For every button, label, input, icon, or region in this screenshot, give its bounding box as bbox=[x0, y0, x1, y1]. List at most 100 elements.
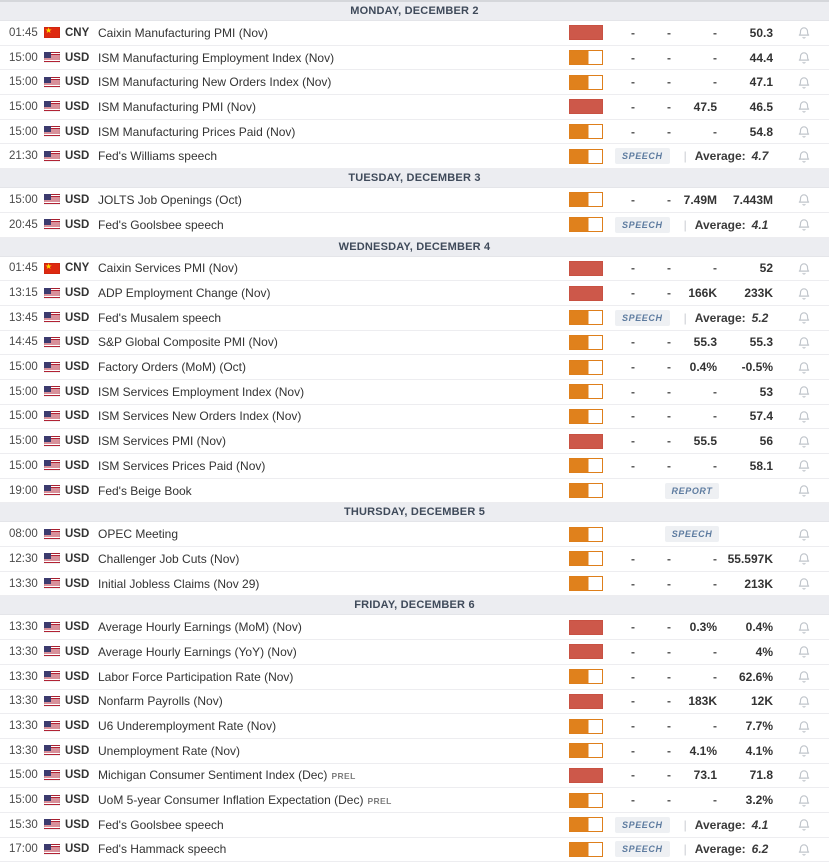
event-row[interactable]: 15:00 USD ISM Services New Orders Index (N… bbox=[0, 404, 829, 430]
event-row[interactable]: 13:30 USD Labor Force Participation Rate (… bbox=[0, 664, 829, 690]
notification-bell-button[interactable] bbox=[781, 99, 819, 114]
event-title[interactable]: Fed's Goolsbee speech bbox=[98, 218, 569, 232]
event-row[interactable]: 15:00 USD ISM Services Employment Index (N… bbox=[0, 379, 829, 405]
notification-bell-button[interactable] bbox=[781, 483, 819, 498]
event-title[interactable]: ISM Manufacturing Prices Paid (Nov) bbox=[98, 125, 569, 139]
notification-bell-button[interactable] bbox=[781, 620, 819, 635]
event-title[interactable]: Fed's Goolsbee speech bbox=[98, 818, 569, 832]
event-title[interactable]: ISM Services New Orders Index (Nov) bbox=[98, 409, 569, 423]
event-title[interactable]: ISM Manufacturing Employment Index (Nov) bbox=[98, 51, 569, 65]
event-title[interactable]: Challenger Job Cuts (Nov) bbox=[98, 552, 569, 566]
event-row[interactable]: 15:00 USD ISM Manufacturing Prices Paid (N… bbox=[0, 119, 829, 145]
notification-bell-button[interactable] bbox=[781, 793, 819, 808]
deviation-value: - bbox=[667, 743, 671, 758]
event-title[interactable]: S&P Global Composite PMI (Nov) bbox=[98, 335, 569, 349]
notification-bell-button[interactable] bbox=[781, 576, 819, 591]
previous-value: 44.4 bbox=[749, 50, 773, 65]
notification-bell-button[interactable] bbox=[781, 360, 819, 375]
event-title[interactable]: ISM Services PMI (Nov) bbox=[98, 434, 569, 448]
event-row[interactable]: 15:00 USD UoM 5-year Consumer Inflation Ex… bbox=[0, 788, 829, 813]
event-title[interactable]: ISM Manufacturing PMI (Nov) bbox=[98, 100, 569, 114]
event-title[interactable]: Caixin Services PMI (Nov) bbox=[98, 261, 569, 275]
event-row[interactable]: 15:00 USD JOLTS Job Openings (Oct) - -7.49M 7… bbox=[0, 188, 829, 213]
event-title[interactable]: Unemployment Rate (Nov) bbox=[98, 744, 569, 758]
notification-bell-button[interactable] bbox=[781, 817, 819, 832]
notification-bell-button[interactable] bbox=[781, 192, 819, 207]
notification-bell-button[interactable] bbox=[781, 842, 819, 857]
event-time-label: 13:30 bbox=[9, 744, 38, 757]
notification-bell-button[interactable] bbox=[781, 527, 819, 542]
event-title[interactable]: Fed's Beige Book bbox=[98, 484, 569, 498]
event-row[interactable]: 01:45CNYCaixin Manufacturing PMI (Nov)--… bbox=[0, 21, 829, 46]
notification-bell-button[interactable] bbox=[781, 409, 819, 424]
notification-bell-button[interactable] bbox=[781, 694, 819, 709]
notification-bell-button[interactable] bbox=[781, 50, 819, 65]
event-title[interactable]: Average Hourly Earnings (MoM) (Nov) bbox=[98, 620, 569, 634]
event-title[interactable]: Fed's Musalem speech bbox=[98, 311, 569, 325]
event-row[interactable]: 14:45 USD S&P Global Composite PMI (Nov) - -… bbox=[0, 330, 829, 356]
event-title[interactable]: ADP Employment Change (Nov) bbox=[98, 286, 569, 300]
event-row[interactable]: 13:30 USD Average Hourly Earnings (MoM) (N… bbox=[0, 615, 829, 641]
event-title[interactable]: OPEC Meeting bbox=[98, 527, 569, 541]
notification-bell-button[interactable] bbox=[781, 75, 819, 90]
event-row[interactable]: 17:00 USD Fed's Hammack speech SPEECH | Avera… bbox=[0, 837, 829, 863]
notification-bell-button[interactable] bbox=[781, 458, 819, 473]
deviation-value: - bbox=[667, 768, 671, 783]
event-title[interactable]: Caixin Manufacturing PMI (Nov) bbox=[98, 26, 569, 40]
event-row[interactable]: 13:30 USD U6 Underemployment Rate (Nov) - - -… bbox=[0, 714, 829, 739]
event-title[interactable]: UoM 5-year Consumer Inflation Expectatio… bbox=[98, 793, 569, 807]
notification-bell-button[interactable] bbox=[781, 384, 819, 399]
notification-bell-button[interactable] bbox=[781, 335, 819, 350]
notification-bell-button[interactable] bbox=[781, 743, 819, 758]
notification-bell-button[interactable] bbox=[781, 149, 819, 164]
event-row[interactable]: 15:00 USD ISM Services PMI (Nov) - - 55.5 56 bbox=[0, 429, 829, 454]
notification-bell-button[interactable] bbox=[781, 124, 819, 139]
event-title[interactable]: Average Hourly Earnings (YoY) (Nov) bbox=[98, 645, 569, 659]
consensus-value: 183K bbox=[688, 694, 717, 709]
event-title[interactable]: Nonfarm Payrolls (Nov) bbox=[98, 694, 569, 708]
bell-icon bbox=[797, 335, 811, 350]
notification-bell-button[interactable] bbox=[781, 434, 819, 449]
notification-bell-button[interactable] bbox=[781, 310, 819, 325]
notification-bell-button[interactable] bbox=[781, 217, 819, 232]
event-row[interactable]: 20:45 USD Fed's Goolsbee speech SPEECH | Aver… bbox=[0, 212, 829, 238]
event-title[interactable]: Initial Jobless Claims (Nov 29) bbox=[98, 577, 569, 591]
event-title[interactable]: Labor Force Participation Rate (Nov) bbox=[98, 670, 569, 684]
notification-bell-button[interactable] bbox=[781, 25, 819, 40]
event-row[interactable]: 21:30 USD Fed's Williams speech SPEECH | Aver… bbox=[0, 144, 829, 170]
event-row[interactable]: 13:30 USD Initial Jobless Claims (Nov 29) -… bbox=[0, 571, 829, 597]
event-row[interactable]: 15:00 USD ISM Services Prices Paid (Nov) - -… bbox=[0, 454, 829, 479]
event-row[interactable]: 13:30 USD Unemployment Rate (Nov) - - 4.1% 4.1… bbox=[0, 738, 829, 764]
notification-bell-button[interactable] bbox=[781, 644, 819, 659]
event-row[interactable]: 15:00 USD ISM Manufacturing PMI (Nov) - - 47.… bbox=[0, 95, 829, 120]
notification-bell-button[interactable] bbox=[781, 719, 819, 734]
event-title[interactable]: JOLTS Job Openings (Oct) bbox=[98, 193, 569, 207]
event-title[interactable]: ISM Manufacturing New Orders Index (Nov) bbox=[98, 75, 569, 89]
event-row[interactable]: 15:00 USD ISM Manufacturing New Orders Ind… bbox=[0, 70, 829, 96]
event-row[interactable]: 15:00 USD Michigan Consumer Sentiment Inde… bbox=[0, 763, 829, 789]
event-title[interactable]: Factory Orders (MoM) (Oct) bbox=[98, 360, 569, 374]
notification-bell-button[interactable] bbox=[781, 669, 819, 684]
event-title[interactable]: Fed's Hammack speech bbox=[98, 842, 569, 856]
notification-bell-button[interactable] bbox=[781, 286, 819, 301]
event-title[interactable]: ISM Services Employment Index (Nov) bbox=[98, 385, 569, 399]
event-row[interactable]: 01:45 CNY Caixin Services PMI (Nov) - - - 52 bbox=[0, 256, 829, 282]
event-row[interactable]: 15:30 USD Fed's Goolsbee speech SPEECH | Aver… bbox=[0, 812, 829, 838]
notification-bell-button[interactable] bbox=[781, 261, 819, 276]
event-row[interactable]: 13:30 USD Average Hourly Earnings (YoY) (N… bbox=[0, 640, 829, 665]
event-row[interactable]: 15:00 USD Factory Orders (MoM) (Oct) - - 0.4%… bbox=[0, 355, 829, 380]
event-row[interactable]: 12:30 USD Challenger Job Cuts (Nov) - - -55.5… bbox=[0, 547, 829, 572]
event-title[interactable]: Michigan Consumer Sentiment Index (Dec) P… bbox=[98, 768, 569, 782]
event-row[interactable]: 15:00 USD ISM Manufacturing Employment Ind… bbox=[0, 45, 829, 71]
day-header: FRIDAY, DECEMBER 6 bbox=[0, 596, 829, 616]
event-title[interactable]: Fed's Williams speech bbox=[98, 149, 569, 163]
notification-bell-button[interactable] bbox=[781, 551, 819, 566]
event-row[interactable]: 13:15 USD ADP Employment Change (Nov) - - 166… bbox=[0, 281, 829, 306]
event-row[interactable]: 13:45 USD Fed's Musalem speech SPEECH | Avera… bbox=[0, 305, 829, 331]
event-row[interactable]: 13:30 USD Nonfarm Payrolls (Nov) - - 183K 12K bbox=[0, 689, 829, 715]
event-row[interactable]: 19:00 USD Fed's Beige Book REPORT bbox=[0, 478, 829, 504]
event-title[interactable]: ISM Services Prices Paid (Nov) bbox=[98, 459, 569, 473]
event-row[interactable]: 08:00 USD OPEC Meeting SPEECH bbox=[0, 522, 829, 548]
event-title[interactable]: U6 Underemployment Rate (Nov) bbox=[98, 719, 569, 733]
notification-bell-button[interactable] bbox=[781, 768, 819, 783]
